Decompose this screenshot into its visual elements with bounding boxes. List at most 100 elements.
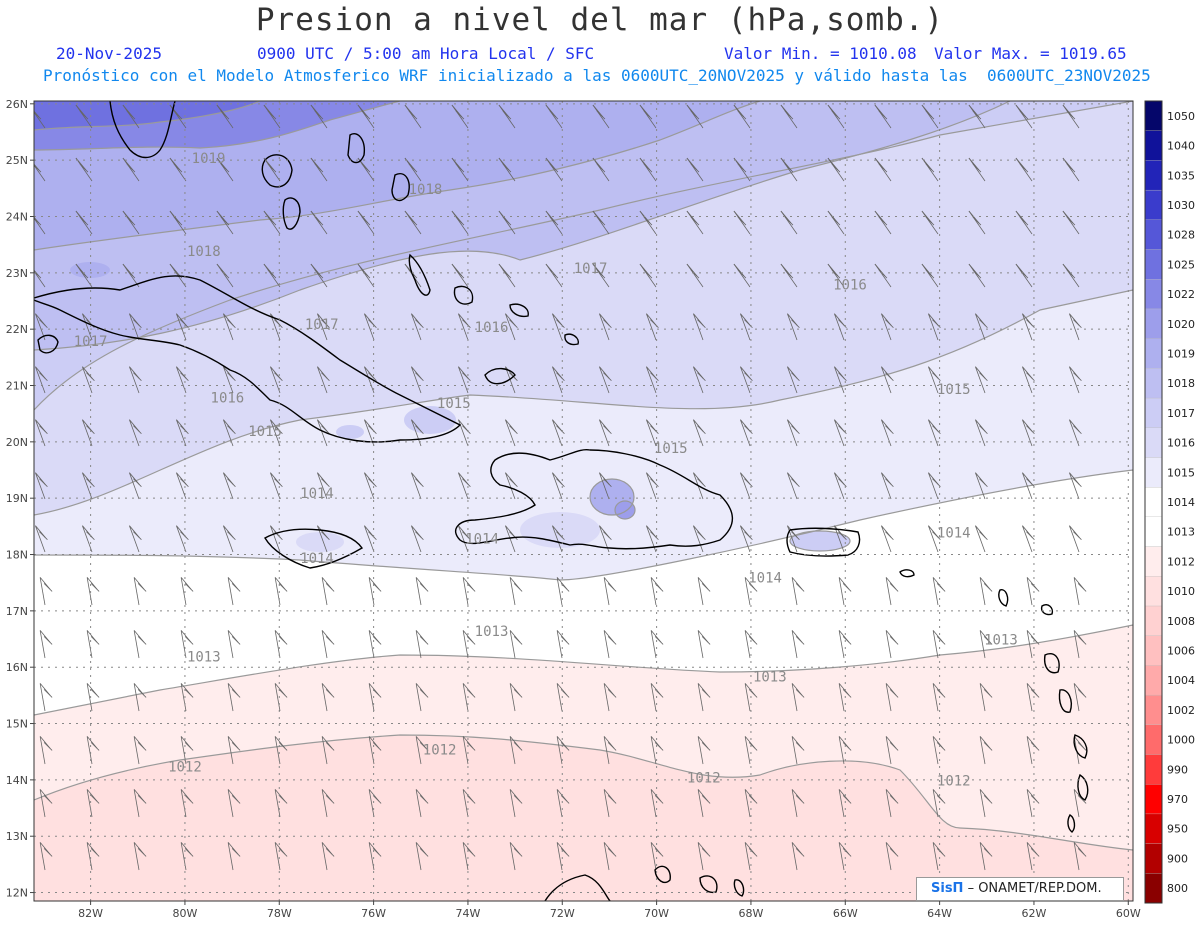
- wind-barb: [39, 630, 53, 659]
- wind-barb: [791, 577, 805, 606]
- wind-barb: [552, 525, 565, 553]
- lat-tick-label: 20N: [6, 436, 28, 449]
- colorbar-label: 970: [1167, 793, 1188, 806]
- lat-tick-label: 22N: [6, 323, 28, 336]
- contour-label: 1015: [248, 424, 282, 440]
- lat-tick-label: 12N: [6, 887, 28, 900]
- wind-barb: [1026, 789, 1040, 818]
- wind-barb: [639, 210, 657, 235]
- wind-barb: [75, 210, 93, 235]
- wind-barb: [545, 104, 563, 129]
- colorbar-label: 1014: [1167, 496, 1195, 509]
- wind-barb: [227, 789, 241, 818]
- lon-tick-label: 74W: [456, 907, 481, 920]
- wind-barb: [740, 366, 753, 394]
- lat-tick-label: 25N: [6, 154, 28, 167]
- wind-barb: [968, 104, 986, 129]
- wind-barb: [928, 366, 941, 394]
- contour-label: 1014: [465, 531, 499, 547]
- colorbar-swatch: [1144, 219, 1163, 250]
- wind-barb: [838, 683, 852, 712]
- wind-barb: [697, 842, 711, 871]
- wind-barb: [834, 366, 847, 394]
- wind-barb: [646, 366, 659, 394]
- lat-tick-label: 19N: [6, 492, 28, 505]
- wind-barb: [310, 157, 328, 182]
- wind-barb: [86, 736, 100, 765]
- wind-barb: [216, 210, 234, 235]
- time-info: 0900 UTC / 5:00 am Hora Local / SFC: [257, 44, 595, 63]
- wind-barb: [1073, 789, 1087, 818]
- wind-barb: [505, 313, 518, 341]
- coast-florida: [109, 101, 176, 159]
- wind-barb: [592, 210, 610, 235]
- wind-barb: [357, 210, 375, 235]
- wind-barb: [458, 366, 471, 394]
- wind-barb: [35, 525, 48, 553]
- wind-barb: [885, 577, 899, 606]
- wind-barb: [509, 683, 523, 712]
- lat-tick-label: 14N: [6, 774, 28, 787]
- wind-barb: [321, 789, 335, 818]
- contour-label: 1012: [168, 759, 202, 775]
- colorbar-label: 1025: [1167, 258, 1195, 271]
- wind-barb: [603, 630, 617, 659]
- wind-barb: [509, 736, 523, 765]
- coast-cuba: [34, 275, 462, 443]
- wind-barb: [133, 736, 147, 765]
- wind-barb: [133, 683, 147, 712]
- wind-barb: [415, 630, 429, 659]
- colorbar-swatch: [1144, 635, 1163, 666]
- wind-barb: [975, 472, 988, 500]
- wind-barb: [881, 525, 894, 553]
- wind-barb: [932, 789, 946, 818]
- wind-barb: [411, 525, 424, 553]
- colorbar-label: 1022: [1167, 288, 1195, 301]
- coast-hispaniola: [455, 448, 734, 550]
- colorbar-label: 900: [1167, 852, 1188, 865]
- wind-barb: [1015, 157, 1033, 182]
- wind-barb: [693, 525, 706, 553]
- colorbar-label: 990: [1167, 763, 1188, 776]
- wind-barb: [180, 577, 194, 606]
- contour-label: 1016: [833, 278, 867, 294]
- colorbar-label: 800: [1167, 882, 1188, 895]
- lon-tick-label: 62W: [1022, 907, 1047, 920]
- wind-barb: [274, 683, 288, 712]
- contour-label: 1016: [211, 390, 245, 406]
- wind-barb: [780, 263, 798, 288]
- wind-barb: [744, 736, 758, 765]
- wind-barb: [1069, 366, 1082, 394]
- wind-barb: [921, 263, 939, 288]
- colorbar-label: 1017: [1167, 407, 1195, 420]
- wind-barb: [270, 472, 283, 500]
- wind-barb: [176, 313, 189, 341]
- brand-logo: SisΠ: [931, 881, 964, 896]
- wind-barb: [223, 366, 236, 394]
- wind-barb: [603, 789, 617, 818]
- colorbar-label: 1020: [1167, 318, 1195, 331]
- wind-barb: [364, 366, 377, 394]
- wind-barb: [227, 577, 241, 606]
- wind-barb: [1073, 577, 1087, 606]
- wind-barb: [780, 157, 798, 182]
- contour-label: 1013: [475, 624, 509, 640]
- wind-barb: [1073, 842, 1087, 871]
- wind-barb: [321, 683, 335, 712]
- wind-barb: [310, 210, 328, 235]
- wind-barb: [838, 736, 852, 765]
- wind-barb: [317, 366, 330, 394]
- wind-barb: [216, 104, 234, 129]
- wind-barb: [780, 104, 798, 129]
- wind-barb: [86, 842, 100, 871]
- wind-barb: [227, 736, 241, 765]
- wind-barb: [1062, 104, 1080, 129]
- wind-barb: [932, 683, 946, 712]
- colorbar-swatch: [1144, 397, 1163, 428]
- colorbar-swatch: [1144, 427, 1163, 458]
- wind-barb: [462, 630, 476, 659]
- wind-barb: [133, 789, 147, 818]
- lat-axis: 26N 25N 24N 23N 22N 21N 20N 19N 18N 17N 16N 15N 14N 1…: [6, 98, 34, 900]
- wind-barb: [697, 736, 711, 765]
- wind-barb: [458, 419, 471, 447]
